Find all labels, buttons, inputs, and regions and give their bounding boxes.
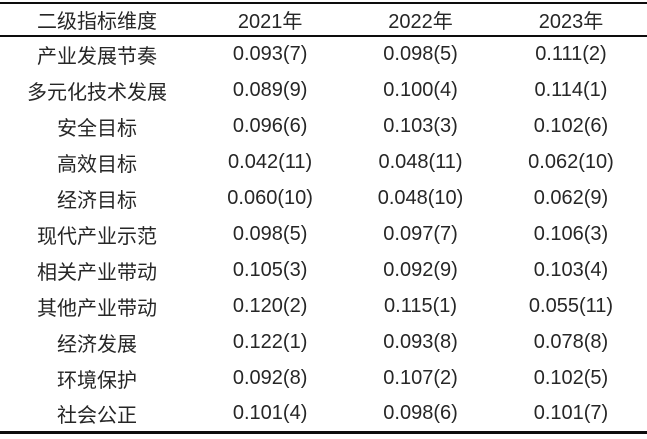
cell-value-2022: 0.048(11) [378,150,463,173]
cell-value-2021: 0.092(8) [232,366,308,389]
cell-value-2021: 0.122(1) [232,330,308,353]
row-label: 产业发展节奏 [37,46,158,68]
cell-value-2022: 0.093(8) [383,330,458,353]
table-row: 经济发展 0.122(1) 0.093(8) 0.078(8) [0,324,647,360]
row-label: 环境保护 [57,369,138,392]
cell-value-2023: 0.111(2) [535,43,607,65]
cell-value-2021: 0.098(5) [232,222,308,245]
table-row: 安全目标 0.096(6) 0.103(3) 0.102(6) [0,108,647,144]
cell-value-2022: 0.098(5) [383,43,458,65]
table-row: 多元化技术发展 0.089(9) 0.100(4) 0.114(1) [0,72,647,108]
cell-value-2021: 0.105(3) [232,258,308,281]
table-row: 现代产业示范 0.098(5) 0.097(7) 0.106(3) [0,216,647,252]
cell-value-2022: 0.100(4) [383,78,458,101]
table-row: 高效目标 0.042(11) 0.048(11) 0.062(10) [0,144,647,180]
row-label: 安全目标 [57,117,138,140]
column-header-2022: 2022年 [388,11,453,33]
cell-value-2022: 0.115(1) [384,294,458,317]
row-label: 经济发展 [57,333,138,356]
cell-value-2023: 0.078(8) [533,330,609,353]
column-header-2021: 2021年 [237,11,303,33]
cell-value-2023: 0.114(1) [534,78,608,101]
cell-value-2023: 0.062(10) [528,150,614,173]
cell-value-2022: 0.048(10) [377,186,464,209]
table-row: 社会公正 0.101(4) 0.098(6) 0.101(7) [0,396,647,432]
cell-value-2023: 0.102(6) [533,114,609,137]
row-label: 经济目标 [57,189,138,212]
row-label: 现代产业示范 [37,225,158,248]
row-label: 社会公正 [57,404,138,427]
table-header-row: 二级指标维度 2021年 2022年 2023年 [0,3,647,36]
row-label: 多元化技术发展 [27,81,168,104]
column-header-2023: 2023年 [538,11,604,33]
cell-value-2021: 0.101(4) [232,401,308,424]
column-header-dimension: 二级指标维度 [37,11,158,33]
cell-value-2021: 0.093(7) [232,43,308,65]
cell-value-2022: 0.098(6) [383,401,458,424]
cell-value-2022: 0.092(9) [383,258,458,281]
cell-value-2023: 0.102(5) [533,366,609,389]
cell-value-2023: 0.106(3) [533,222,609,245]
cell-value-2021: 0.096(6) [232,114,308,137]
cell-value-2021: 0.120(2) [232,294,308,317]
cell-value-2022: 0.103(3) [383,114,458,137]
cell-value-2023: 0.101(7) [533,401,609,424]
cell-value-2023: 0.103(4) [533,258,609,281]
cell-value-2023: 0.055(11) [528,294,614,317]
row-label: 其他产业带动 [37,297,158,320]
table-row: 其他产业带动 0.120(2) 0.115(1) 0.055(11) [0,288,647,324]
cell-value-2021: 0.060(10) [227,186,313,209]
row-label: 高效目标 [57,153,138,176]
table-row: 相关产业带动 0.105(3) 0.092(9) 0.103(4) [0,252,647,288]
row-label: 相关产业带动 [37,261,158,284]
cell-value-2022: 0.097(7) [383,222,458,245]
table-row: 经济目标 0.060(10) 0.048(10) 0.062(9) [0,180,647,216]
cell-value-2022: 0.107(2) [383,366,458,389]
cell-value-2021: 0.042(11) [228,150,313,173]
cell-value-2021: 0.089(9) [232,78,308,101]
table-row: 产业发展节奏 0.093(7) 0.098(5) 0.111(2) [0,36,647,72]
table-row: 环境保护 0.092(8) 0.107(2) 0.102(5) [0,360,647,396]
cell-value-2023: 0.062(9) [533,186,609,209]
